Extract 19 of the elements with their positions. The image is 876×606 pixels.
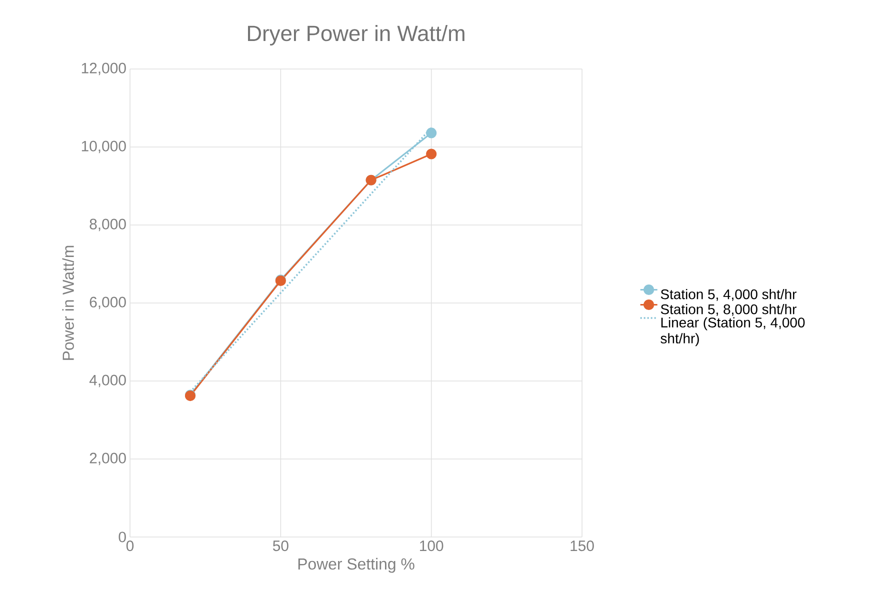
legend-label: Station 5, 4,000 sht/hr xyxy=(660,288,796,301)
x-tick-label: 100 xyxy=(420,540,444,552)
legend-label: Station 5, 8,000 sht/hr xyxy=(660,304,796,316)
x-tick-label: 150 xyxy=(570,540,594,552)
legend-label: Linear (Station 5, 4,000 sht/hr) xyxy=(660,317,805,346)
y-tick-label: 4,000 xyxy=(89,374,126,388)
y-tick-label: 8,000 xyxy=(90,218,126,232)
x-tick-label: 50 xyxy=(272,540,288,552)
y-tick-label: 2,000 xyxy=(90,452,126,466)
point xyxy=(426,148,437,160)
x-axis-title: Power Setting % xyxy=(298,558,414,573)
point xyxy=(426,128,437,138)
y-axis-title: Power in Watt/m xyxy=(62,246,74,360)
x-tick-label: 0 xyxy=(126,540,134,552)
chart-title: Dryer Power in Watt/m xyxy=(248,25,464,46)
y-tick-label: 6,000 xyxy=(90,296,126,310)
y-tick-label: 12,000 xyxy=(82,62,126,76)
y-tick-label: 10,000 xyxy=(82,140,126,154)
y-tick-label: 0 xyxy=(118,532,126,542)
